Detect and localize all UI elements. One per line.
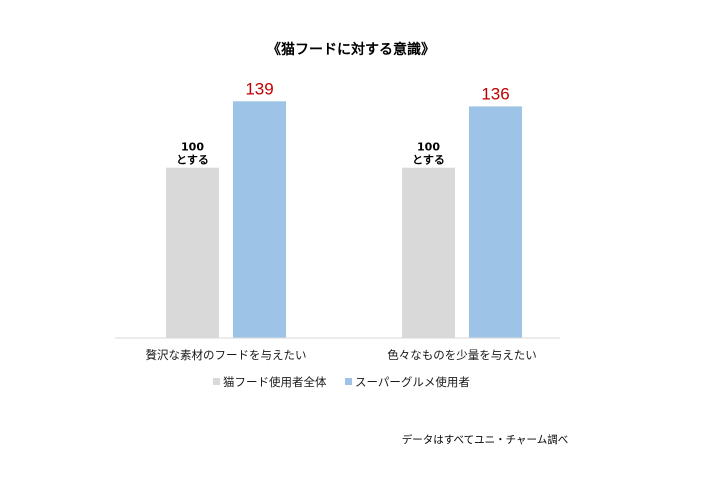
bar-1-2: [402, 167, 455, 338]
category-label-1: 贅沢な素材のフードを与えたい: [146, 348, 307, 362]
legend-label-2: スーパーグルメ使用者: [355, 375, 470, 389]
legend-swatch-1: [213, 378, 220, 385]
category-labels: 贅沢な素材のフードを与えたい 色々なものを少量を与えたい: [146, 348, 537, 362]
data-label-1-2: 100 とする: [412, 141, 445, 167]
data-label-2-2: 136: [481, 84, 509, 103]
chart-title: 《猫フードに対する意識》: [267, 41, 435, 58]
legend-swatch-2: [345, 378, 352, 385]
source-note: データはすべてユニ・チャーム調べ: [402, 433, 568, 446]
bar-2-1: [233, 101, 286, 338]
data-label-1-1: 100 とする: [176, 141, 209, 167]
bar-2-2: [469, 106, 522, 338]
bar-1-1: [166, 167, 219, 338]
data-label-2-1: 139: [245, 79, 273, 98]
legend-label-1: 猫フード使用者全体: [223, 375, 327, 389]
legend: 猫フード使用者全体 スーパーグルメ使用者: [213, 375, 470, 389]
bars-layer: 100 とする 139 100 とする 136: [166, 79, 522, 338]
category-label-2: 色々なものを少量を与えたい: [387, 348, 537, 362]
